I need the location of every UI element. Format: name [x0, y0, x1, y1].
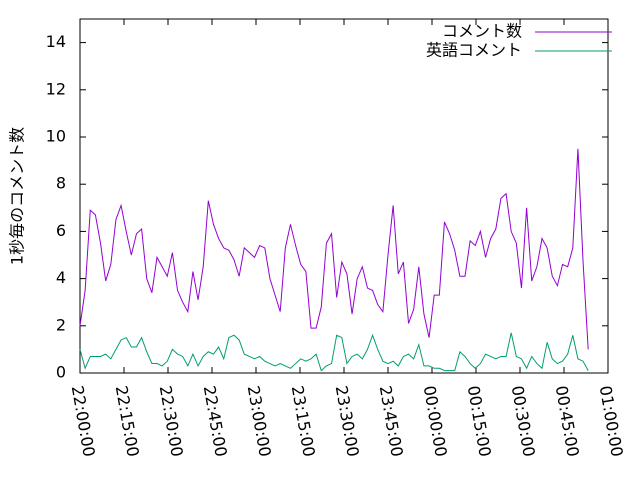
plot-frame: [79, 18, 609, 374]
x-tick-label: 23:15:00: [288, 384, 319, 458]
x-tick-label: 00:30:00: [508, 384, 539, 458]
y-tick-label: 2: [56, 315, 66, 334]
x-tick-label: 22:15:00: [112, 384, 143, 458]
y-tick-label: 14: [46, 32, 66, 51]
y-tick-label: 8: [56, 174, 66, 193]
x-tick-label: 23:00:00: [244, 384, 275, 458]
y-tick-label: 0: [56, 363, 66, 382]
x-tick-label: 00:45:00: [552, 384, 583, 458]
legend-label: コメント数: [442, 22, 522, 41]
x-tick-label: 00:00:00: [420, 384, 451, 458]
x-tick-label: 22:00:00: [68, 384, 99, 458]
x-tick-label: 23:30:00: [332, 384, 363, 458]
x-tick-label: 22:30:00: [156, 384, 187, 458]
y-tick-label: 6: [56, 221, 66, 240]
y-tick-label: 12: [46, 79, 66, 98]
x-tick-label: 01:00:00: [596, 384, 627, 458]
y-tick-label: 4: [56, 268, 66, 287]
legend-label: 英語コメント: [426, 41, 522, 60]
series-line: [79, 148, 589, 350]
series-line: [79, 332, 589, 372]
y-tick-label: 10: [46, 127, 66, 146]
y-axis-label: 1秒毎のコメント数: [8, 127, 27, 265]
x-tick-label: 22:45:00: [200, 384, 231, 458]
x-tick-label: 00:15:00: [464, 384, 495, 458]
x-tick-label: 23:45:00: [376, 384, 407, 458]
